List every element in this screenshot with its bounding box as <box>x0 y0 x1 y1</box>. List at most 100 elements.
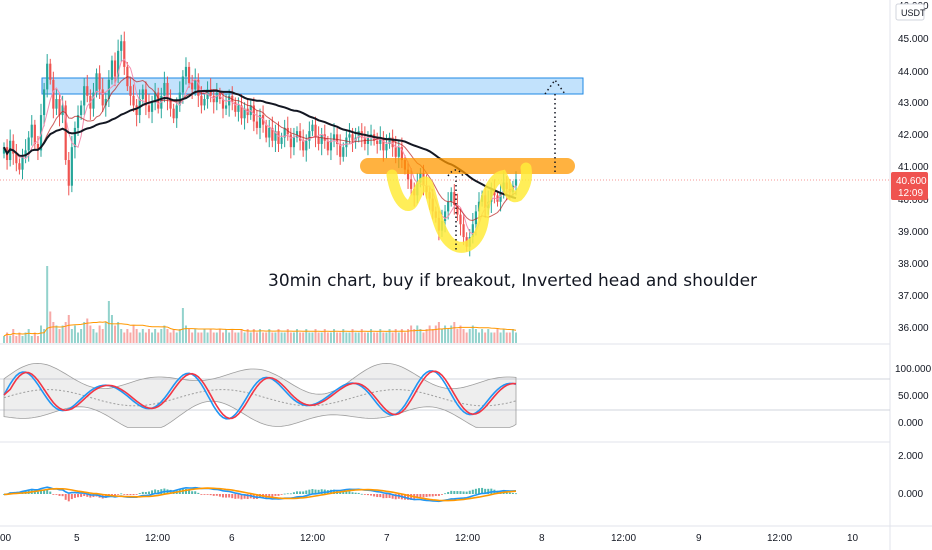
price-axis[interactable]: 46.000 USDT 45.000 44.000 43.000 42.000 … <box>891 1 929 334</box>
resistance-zone[interactable] <box>41 77 584 95</box>
volume-bar <box>437 322 440 343</box>
volume-bar <box>397 332 400 343</box>
candle-body <box>268 127 271 138</box>
volume-bar <box>394 329 397 343</box>
volume-bar <box>289 332 292 343</box>
candle <box>215 82 218 111</box>
candle-body <box>21 156 24 170</box>
time-tick: 7 <box>384 533 390 544</box>
volume-bar <box>277 329 280 343</box>
volume-bar <box>333 329 336 343</box>
currency-badge[interactable] <box>895 3 925 21</box>
volume-bar <box>416 325 419 343</box>
candle <box>280 132 283 149</box>
candle-body <box>27 137 30 151</box>
oscillator-tick: 100.000 <box>895 364 932 375</box>
candle <box>129 78 132 106</box>
macd-histogram-bar <box>447 491 450 494</box>
volume-bar <box>271 332 274 343</box>
macd-histogram-bar <box>388 494 391 498</box>
volume-bar <box>46 266 49 343</box>
volume-bar <box>234 332 237 343</box>
macd-histogram-bar <box>305 490 308 494</box>
candle <box>268 119 271 148</box>
volume-bar <box>98 325 101 343</box>
candle-body <box>342 147 345 157</box>
inverted-head-shoulders-highlight[interactable] <box>386 162 532 253</box>
candle-body <box>332 134 336 141</box>
candle-body <box>255 121 259 128</box>
candle-body <box>283 127 286 138</box>
volume-bar <box>70 329 73 343</box>
volume-bar <box>166 329 169 343</box>
candle-body <box>243 108 246 119</box>
candle <box>237 97 240 122</box>
candle-body <box>117 50 120 77</box>
macd-histogram-bar <box>484 488 487 494</box>
candle-body <box>129 86 132 96</box>
volume-bar <box>191 332 194 343</box>
macd-histogram-bar <box>511 492 514 494</box>
candle-body <box>348 134 351 138</box>
macd-histogram-bar <box>268 494 271 498</box>
candle <box>52 71 55 119</box>
macd-histogram-bar <box>289 493 292 495</box>
candle-body <box>49 63 52 80</box>
candle-body <box>70 147 73 186</box>
candle-body <box>394 147 397 157</box>
candle <box>342 142 345 162</box>
candle <box>329 132 333 161</box>
macd-histogram-bar <box>505 491 508 494</box>
macd-histogram-bar <box>444 493 447 495</box>
macd-histogram-bar <box>129 494 132 496</box>
volume-bar <box>265 332 268 343</box>
macd-histogram-bar <box>114 494 117 496</box>
volume-bar <box>154 329 157 343</box>
candle-body <box>280 137 283 144</box>
candle-body <box>67 160 70 186</box>
volume-bar <box>428 325 431 343</box>
candle-body <box>453 192 456 205</box>
volume-bar <box>348 332 351 343</box>
candle-body <box>76 115 80 128</box>
macd-histogram-bar <box>360 493 363 495</box>
volume-bar <box>95 332 98 343</box>
candle <box>80 100 83 120</box>
candle-body <box>471 224 474 238</box>
macd-histogram-bar <box>203 494 206 495</box>
macd-histogram-bar <box>70 494 73 500</box>
candle-body <box>110 60 114 80</box>
candle-body <box>237 105 240 112</box>
volume-bar <box>326 332 329 343</box>
candle-body <box>212 95 215 103</box>
candle <box>86 74 89 103</box>
candle <box>132 84 135 112</box>
volume-bar <box>175 332 178 343</box>
macd-histogram-bar <box>89 494 92 498</box>
candle-body <box>113 60 117 77</box>
volume-bar <box>462 329 465 343</box>
time-axis[interactable]: 00 5 12:00 6 12:00 7 12:00 8 12:00 9 12:… <box>0 533 859 544</box>
macd-histogram-bar <box>363 494 366 495</box>
macd-histogram-bar <box>55 494 58 495</box>
candle-body <box>132 95 135 106</box>
macd-histogram-bar <box>280 494 283 495</box>
volume-bar <box>354 332 357 343</box>
volume-bar <box>215 332 218 343</box>
volume-bar <box>101 329 104 343</box>
chart-annotation[interactable]: 30min chart, buy if breakout, Inverted h… <box>268 271 757 291</box>
macd-histogram-bar <box>348 491 351 494</box>
macd-histogram-bar <box>425 494 428 497</box>
candle <box>314 116 317 148</box>
candle-body <box>24 150 27 157</box>
candle-body <box>73 127 77 148</box>
candle-body <box>514 179 518 186</box>
volume-bar <box>302 332 305 343</box>
volume-bar <box>61 325 64 343</box>
candle <box>166 76 169 111</box>
volume-bar <box>129 332 132 343</box>
macd-histogram-bar <box>200 494 203 495</box>
volume-bar <box>280 332 283 343</box>
macd-histogram-bar <box>141 491 144 494</box>
